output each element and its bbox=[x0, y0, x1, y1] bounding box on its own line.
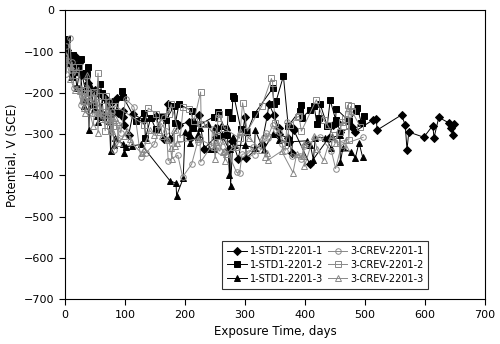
1-STD1-2201-3 bbox=[62, 50, 68, 54]
3-CREV-2201-3 bbox=[195, 137, 201, 141]
1-STD1-2201-3 bbox=[337, 133, 343, 138]
3-CREV-2201-1 bbox=[317, 135, 323, 139]
3-CREV-2201-3 bbox=[344, 146, 349, 150]
3-CREV-2201-3 bbox=[96, 110, 102, 115]
Line: 1-STD1-2201-3: 1-STD1-2201-3 bbox=[62, 49, 366, 198]
3-CREV-2201-1 bbox=[360, 135, 366, 139]
3-CREV-2201-3 bbox=[104, 113, 110, 117]
Line: 3-CREV-2201-1: 3-CREV-2201-1 bbox=[62, 35, 366, 180]
1-STD1-2201-1 bbox=[402, 123, 408, 127]
3-CREV-2201-3 bbox=[212, 144, 218, 149]
1-STD1-2201-2 bbox=[333, 107, 339, 111]
3-CREV-2201-3 bbox=[144, 138, 150, 142]
3-CREV-2201-2 bbox=[357, 125, 363, 129]
1-STD1-2201-2 bbox=[361, 114, 367, 118]
1-STD1-2201-1 bbox=[330, 123, 336, 127]
Line: 3-CREV-2201-2: 3-CREV-2201-2 bbox=[62, 57, 363, 148]
3-CREV-2201-2 bbox=[342, 117, 347, 121]
Legend: 1-STD1-2201-1, 1-STD1-2201-2, 1-STD1-2201-3, 3-CREV-2201-1, 3-CREV-2201-2, 3-CRE: 1-STD1-2201-1, 1-STD1-2201-2, 1-STD1-220… bbox=[222, 241, 428, 289]
1-STD1-2201-3 bbox=[218, 124, 224, 128]
3-CREV-2201-2 bbox=[282, 143, 288, 147]
1-STD1-2201-3 bbox=[105, 104, 111, 108]
3-CREV-2201-2 bbox=[166, 111, 172, 116]
3-CREV-2201-2 bbox=[62, 58, 68, 62]
1-STD1-2201-1 bbox=[307, 162, 313, 166]
1-STD1-2201-2 bbox=[64, 37, 70, 42]
3-CREV-2201-1 bbox=[67, 36, 73, 40]
1-STD1-2201-3 bbox=[174, 193, 180, 197]
3-CREV-2201-3 bbox=[290, 171, 296, 175]
1-STD1-2201-3 bbox=[106, 119, 112, 123]
1-STD1-2201-1 bbox=[271, 113, 277, 117]
1-STD1-2201-1 bbox=[236, 157, 242, 161]
3-CREV-2201-1 bbox=[265, 136, 271, 140]
3-CREV-2201-1 bbox=[62, 54, 68, 58]
3-CREV-2201-1 bbox=[180, 175, 186, 179]
Line: 1-STD1-2201-1: 1-STD1-2201-1 bbox=[62, 40, 456, 167]
Y-axis label: Potential, V (SCE): Potential, V (SCE) bbox=[6, 103, 18, 206]
1-STD1-2201-3 bbox=[360, 155, 366, 159]
1-STD1-2201-2 bbox=[314, 122, 320, 126]
1-STD1-2201-2 bbox=[353, 109, 359, 113]
1-STD1-2201-2 bbox=[346, 119, 352, 123]
3-CREV-2201-2 bbox=[100, 104, 106, 108]
3-CREV-2201-3 bbox=[311, 133, 317, 138]
1-STD1-2201-1 bbox=[370, 118, 376, 122]
3-CREV-2201-1 bbox=[279, 142, 285, 146]
1-STD1-2201-3 bbox=[180, 176, 186, 180]
1-STD1-2201-3 bbox=[212, 125, 218, 129]
1-STD1-2201-2 bbox=[62, 47, 68, 52]
X-axis label: Exposure Time, days: Exposure Time, days bbox=[214, 325, 336, 338]
3-CREV-2201-2 bbox=[216, 111, 222, 116]
1-STD1-2201-2 bbox=[142, 136, 148, 140]
3-CREV-2201-2 bbox=[102, 129, 108, 133]
Line: 1-STD1-2201-2: 1-STD1-2201-2 bbox=[62, 36, 366, 141]
1-STD1-2201-2 bbox=[273, 99, 279, 103]
3-CREV-2201-1 bbox=[250, 145, 256, 149]
1-STD1-2201-2 bbox=[296, 109, 302, 113]
1-STD1-2201-1 bbox=[421, 135, 427, 139]
3-CREV-2201-3 bbox=[62, 52, 68, 56]
1-STD1-2201-1 bbox=[451, 122, 457, 126]
Line: 3-CREV-2201-3: 3-CREV-2201-3 bbox=[62, 51, 349, 175]
3-CREV-2201-2 bbox=[215, 116, 221, 120]
3-CREV-2201-1 bbox=[302, 144, 308, 148]
3-CREV-2201-1 bbox=[305, 142, 311, 146]
1-STD1-2201-1 bbox=[62, 41, 68, 45]
